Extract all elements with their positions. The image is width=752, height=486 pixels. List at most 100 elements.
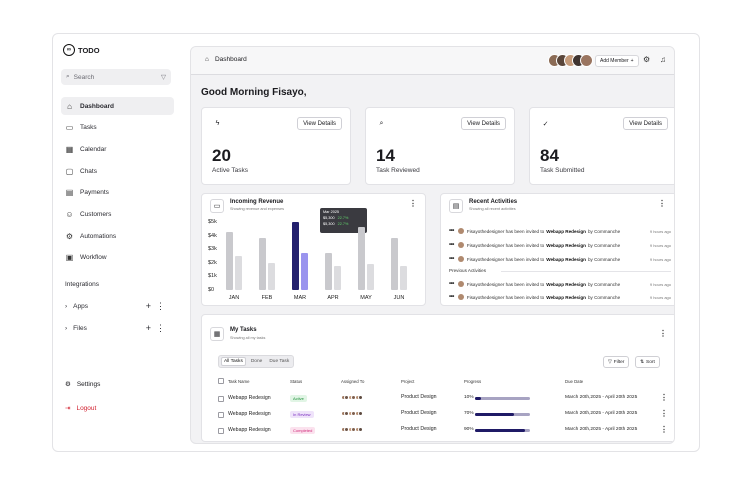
status-badge: Active [290, 395, 307, 402]
chart-bar[interactable] [268, 262, 275, 290]
row-checkbox[interactable] [218, 412, 224, 418]
filter-button[interactable]: ▽ Filter [603, 356, 630, 368]
bell-icon[interactable]: ♫ [660, 55, 666, 64]
activity-project[interactable]: Webapp Redesign [546, 242, 586, 248]
more-icon[interactable]: ⋮ [156, 322, 165, 333]
task-name[interactable]: Webapp Redesign [228, 427, 271, 433]
task-name[interactable]: Webapp Redesign [228, 395, 271, 401]
avatar[interactable] [580, 54, 593, 67]
search-bar[interactable]: ⌕ Search ▽ [61, 69, 171, 85]
activities-title: Recent Activities [469, 199, 518, 205]
activity-time: 9 hours ago [649, 281, 671, 287]
stat-card-submitted: ✓ View Details 84 Task Submitted [529, 107, 674, 185]
sort-button[interactable]: ⇅ Sort [635, 356, 660, 368]
avatar [457, 242, 464, 248]
activity-item[interactable]: ••• Fisayothedesigner has been invited to… [449, 240, 671, 250]
stat-label: Task Reviewed [376, 167, 420, 174]
more-icon[interactable]: ⋮ [660, 409, 668, 418]
plus-icon[interactable]: + [145, 323, 151, 333]
activity-item[interactable]: ••• Fisayothedesigner has been invited to… [449, 226, 671, 236]
column-header[interactable]: Task Name [228, 379, 250, 384]
home-icon: ⌂ [67, 101, 72, 111]
more-icon[interactable]: ••• [449, 228, 454, 234]
sidebar-item-chats[interactable]: ▢ Chats [61, 162, 174, 180]
y-tick-label: $3k [208, 246, 217, 253]
chart-bar[interactable] [235, 256, 242, 290]
tab-done[interactable]: Done [250, 359, 263, 364]
more-icon[interactable]: ⋮ [660, 393, 668, 402]
chart-bar[interactable] [259, 238, 266, 290]
sidebar-item-workflow[interactable]: ▣ Workflow [61, 249, 174, 267]
chart-bar[interactable] [301, 253, 308, 290]
assigned-avatars[interactable] [340, 427, 363, 432]
more-icon[interactable]: ••• [449, 256, 454, 262]
settings-button[interactable]: ⚙ Settings [65, 380, 100, 389]
select-all-checkbox[interactable] [218, 378, 224, 384]
breadcrumb-label[interactable]: Dashboard [214, 56, 247, 63]
more-icon[interactable]: ⋮ [156, 300, 165, 311]
x-tick-label: JAN [228, 295, 240, 301]
chart-bar[interactable] [391, 238, 398, 290]
sidebar-item-tasks[interactable]: ▭ Tasks [61, 119, 174, 137]
more-icon[interactable]: ⋮ [659, 329, 667, 338]
chart-bar[interactable] [292, 222, 299, 290]
more-icon[interactable]: ••• [449, 294, 454, 300]
more-icon[interactable]: ••• [449, 281, 454, 287]
sidebar-item-calendar[interactable]: ▦ Calendar [61, 140, 174, 158]
users-icon: ☺ [65, 209, 74, 219]
sidebar-item-payments[interactable]: ▤ Payments [61, 184, 174, 202]
task-name[interactable]: Webapp Redesign [228, 411, 271, 417]
assigned-avatars[interactable] [340, 411, 363, 416]
column-header[interactable]: Status [290, 379, 303, 384]
tab-all-tasks[interactable]: All Tasks [221, 357, 246, 366]
view-details-button[interactable]: View Details [623, 117, 668, 130]
sidebar-item-dashboard[interactable]: ⌂ Dashboard [61, 97, 174, 115]
more-icon[interactable]: ••• [449, 242, 454, 248]
logo[interactable]: ∞ TODO [63, 44, 100, 56]
main-panel: ⌂ Dashboard Add Member + ⚙ ♫ Good Mornin… [190, 46, 675, 444]
column-header[interactable]: Progress [464, 379, 482, 384]
activity-project[interactable]: Webapp Redesign [546, 294, 586, 300]
top-bar: ⌂ Dashboard Add Member + ⚙ ♫ [191, 47, 674, 75]
chart-bar[interactable] [358, 227, 365, 290]
gear-icon[interactable]: ⚙ [643, 55, 651, 64]
sidebar-item-customers[interactable]: ☺ Customers [61, 205, 174, 223]
more-icon[interactable]: ⋮ [658, 199, 666, 208]
more-icon[interactable]: ⋮ [409, 199, 417, 208]
avatar [457, 256, 464, 262]
chart-bar[interactable] [400, 265, 407, 290]
row-checkbox[interactable] [218, 428, 224, 434]
sidebar-item-automations[interactable]: ⚙ Automations [61, 227, 174, 245]
chart-bar[interactable] [226, 231, 233, 290]
row-checkbox[interactable] [218, 396, 224, 402]
column-header[interactable]: Due Date [565, 379, 584, 384]
logout-button[interactable]: ⇥ Logout [65, 404, 96, 413]
sidebar-item-apps[interactable]: › Apps + ⋮ [65, 299, 165, 313]
assigned-avatars[interactable] [340, 395, 363, 400]
more-icon[interactable]: ⋮ [660, 425, 668, 434]
column-header[interactable]: Assigned To [341, 379, 365, 384]
activity-item[interactable]: ••• Fisayothedesigner has been invited to… [449, 292, 671, 302]
activity-item[interactable]: ••• Fisayothedesigner has been invited to… [449, 279, 671, 289]
filter-icon: ▽ [608, 359, 612, 365]
plus-icon[interactable]: + [145, 301, 151, 311]
chart-bar[interactable] [367, 264, 374, 290]
member-avatars[interactable] [548, 54, 593, 67]
search-input[interactable]: Search [73, 73, 95, 81]
sidebar-item-files[interactable]: › Files + ⋮ [65, 321, 165, 335]
activity-project[interactable]: Webapp Redesign [546, 228, 586, 234]
search-icon: ⌕ [379, 119, 384, 127]
activity-project[interactable]: Webapp Redesign [546, 281, 586, 287]
tab-due-task[interactable]: Due Task [269, 359, 290, 364]
add-member-button[interactable]: Add Member + [595, 55, 639, 67]
chart-bar[interactable] [334, 265, 341, 290]
activity-project[interactable]: Webapp Redesign [546, 256, 586, 262]
view-details-button[interactable]: View Details [297, 117, 342, 130]
filter-icon[interactable]: ▽ [161, 74, 166, 81]
column-header[interactable]: Project [401, 379, 415, 384]
chart-bar[interactable] [325, 253, 332, 290]
activity-item[interactable]: ••• Fisayothedesigner has been invited to… [449, 254, 671, 264]
filter-label: Filter [613, 359, 625, 365]
view-details-button[interactable]: View Details [461, 117, 506, 130]
activity-by: by Commanche [587, 281, 621, 287]
